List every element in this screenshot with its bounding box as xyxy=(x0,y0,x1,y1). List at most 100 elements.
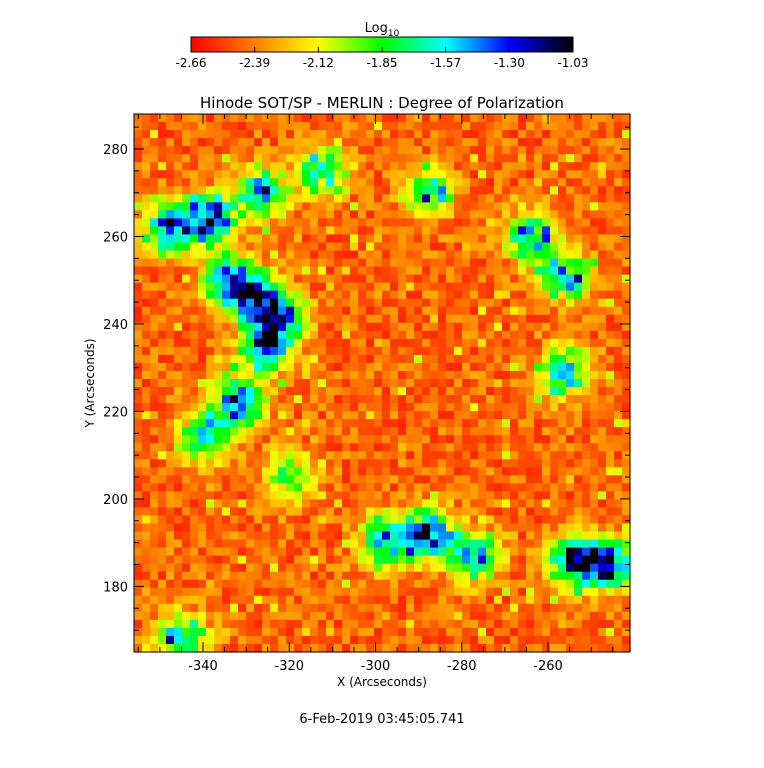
heatmap-cell xyxy=(454,387,463,396)
heatmap-cell xyxy=(310,539,319,549)
heatmap-cell xyxy=(414,202,423,211)
heatmap-cell xyxy=(350,435,359,444)
heatmap-cell xyxy=(462,451,471,460)
heatmap-cell xyxy=(142,579,151,589)
heatmap-cell xyxy=(550,362,559,372)
heatmap-cell xyxy=(566,619,575,629)
heatmap-cell xyxy=(342,395,351,404)
heatmap-cell xyxy=(454,138,463,147)
heatmap-cell xyxy=(166,523,175,533)
heatmap-cell xyxy=(302,435,311,444)
heatmap-cell xyxy=(326,362,335,372)
heatmap-cell xyxy=(342,571,351,581)
heatmap-cell xyxy=(182,579,191,589)
heatmap-cell xyxy=(438,346,447,356)
heatmap-cell xyxy=(494,435,503,444)
heatmap-cell xyxy=(438,643,447,653)
heatmap-cell xyxy=(518,491,527,501)
heatmap-cell xyxy=(270,226,279,236)
heatmap-cell xyxy=(406,154,415,163)
heatmap-cell xyxy=(486,202,495,211)
heatmap-cell xyxy=(262,419,271,428)
heatmap-cell xyxy=(230,346,239,356)
heatmap-cell xyxy=(510,234,519,244)
heatmap-cell xyxy=(150,346,159,356)
heatmap-cell xyxy=(254,162,263,171)
heatmap-cell xyxy=(566,515,575,525)
heatmap-cell xyxy=(534,483,543,492)
heatmap-cell xyxy=(142,587,151,597)
heatmap-cell xyxy=(566,218,575,228)
heatmap-cell xyxy=(262,387,271,396)
heatmap-cell xyxy=(406,499,415,509)
heatmap-cell xyxy=(406,483,415,492)
heatmap-cell xyxy=(158,330,167,340)
heatmap-cell xyxy=(278,330,287,340)
heatmap-cell xyxy=(502,346,511,356)
heatmap-cell xyxy=(230,282,239,292)
heatmap-cell xyxy=(158,427,167,436)
heatmap-cell xyxy=(326,314,335,324)
heatmap-cell xyxy=(574,322,583,332)
heatmap-cell xyxy=(430,362,439,372)
heatmap-cell xyxy=(414,507,423,517)
heatmap-cell xyxy=(430,483,439,492)
heatmap-cell xyxy=(222,202,231,211)
heatmap-cell xyxy=(382,467,391,476)
heatmap-cell xyxy=(558,170,567,179)
heatmap-cell xyxy=(326,507,335,517)
heatmap-cell xyxy=(358,194,367,203)
heatmap-cell xyxy=(214,427,223,436)
heatmap-cell xyxy=(246,242,255,252)
heatmap-cell xyxy=(422,114,431,123)
heatmap-cell xyxy=(334,210,343,219)
heatmap-cell xyxy=(454,362,463,372)
heatmap-cell xyxy=(550,635,559,645)
heatmap-cell xyxy=(598,210,607,219)
heatmap-cell xyxy=(606,475,615,484)
heatmap-cell xyxy=(366,210,375,219)
heatmap-cell xyxy=(278,250,287,260)
heatmap-cell xyxy=(334,330,343,340)
heatmap-cell xyxy=(334,186,343,195)
heatmap-cell xyxy=(542,443,551,452)
heatmap-cell xyxy=(598,274,607,284)
heatmap-cell xyxy=(342,194,351,203)
heatmap-cell xyxy=(174,138,183,147)
heatmap-cell xyxy=(390,370,399,380)
heatmap-cell xyxy=(494,555,503,565)
heatmap-cell xyxy=(190,146,199,155)
heatmap-cell xyxy=(606,443,615,452)
heatmap-cell xyxy=(326,531,335,541)
heatmap-cell xyxy=(262,210,271,219)
heatmap-cell xyxy=(430,507,439,517)
heatmap-cell xyxy=(446,451,455,460)
heatmap-cell xyxy=(246,587,255,597)
heatmap-cell xyxy=(566,178,575,187)
heatmap-cell xyxy=(198,370,207,380)
heatmap-cell xyxy=(238,523,247,533)
heatmap-cell xyxy=(254,370,263,380)
heatmap-cell xyxy=(382,122,391,131)
heatmap-cell xyxy=(246,130,255,139)
heatmap-cell xyxy=(318,387,327,396)
heatmap-cell xyxy=(134,226,143,236)
heatmap-cell xyxy=(278,138,287,147)
heatmap-cell xyxy=(398,226,407,236)
heatmap-cell xyxy=(454,258,463,268)
heatmap-cell xyxy=(574,226,583,236)
heatmap-cell xyxy=(590,483,599,492)
heatmap-cell xyxy=(566,427,575,436)
heatmap-cell xyxy=(478,619,487,629)
heatmap-cell xyxy=(334,427,343,436)
heatmap-cell xyxy=(254,459,263,468)
heatmap-cell xyxy=(430,619,439,629)
heatmap-cell xyxy=(230,378,239,388)
heatmap-cell xyxy=(134,146,143,155)
heatmap-cell xyxy=(550,499,559,509)
heatmap-cell xyxy=(206,306,215,316)
heatmap-cell xyxy=(438,202,447,211)
heatmap-cell xyxy=(254,170,263,179)
heatmap-cell xyxy=(526,571,535,581)
heatmap-cell xyxy=(374,515,383,525)
